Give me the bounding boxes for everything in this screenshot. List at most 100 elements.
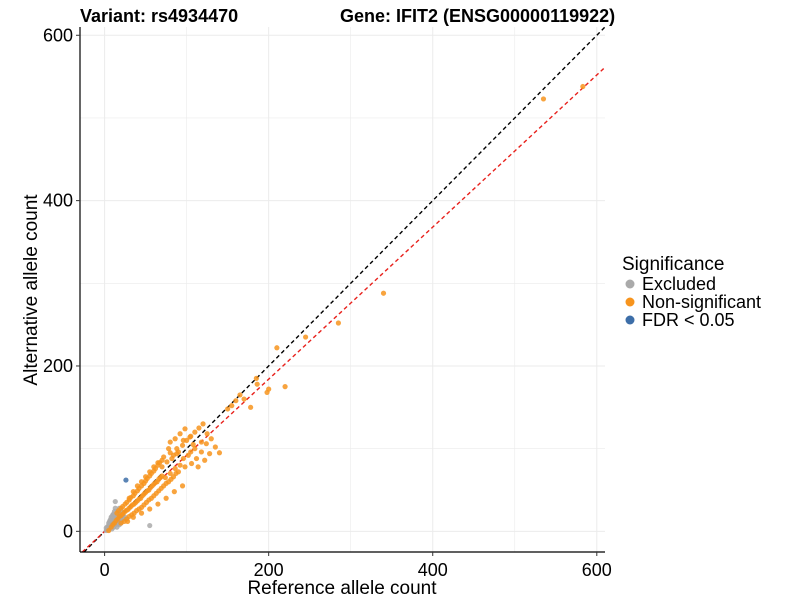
point-non-significant-154 bbox=[380, 290, 387, 296]
point-non-significant-114 bbox=[188, 449, 194, 455]
point-non-significant-80 bbox=[124, 518, 131, 525]
legend-key-excluded bbox=[625, 279, 635, 289]
point-non-significant-125 bbox=[216, 450, 223, 456]
point-excluded-52 bbox=[147, 522, 153, 529]
point-excluded-48 bbox=[106, 518, 113, 525]
point-non-significant-79 bbox=[118, 520, 124, 526]
y-tick-label-0: 0 bbox=[63, 521, 73, 541]
point-non-significant-147 bbox=[253, 375, 259, 381]
point-non-significant-87 bbox=[179, 483, 186, 489]
point-non-significant-88 bbox=[126, 495, 132, 501]
point-non-significant-128 bbox=[177, 431, 183, 437]
point-non-significant-95 bbox=[155, 460, 161, 466]
point-non-significant-123 bbox=[207, 451, 213, 457]
point-non-significant-113 bbox=[162, 474, 168, 481]
point-non-significant-122 bbox=[202, 457, 208, 463]
legend-label-fdr-0-05: FDR < 0.05 bbox=[642, 310, 735, 330]
point-non-significant-107 bbox=[192, 446, 198, 452]
point-non-significant-149 bbox=[266, 386, 272, 392]
point-non-significant-110 bbox=[177, 462, 183, 468]
point-non-significant-91 bbox=[138, 479, 145, 485]
point-non-significant-124 bbox=[212, 444, 218, 450]
point-non-significant-112 bbox=[167, 470, 173, 477]
point-non-significant-93 bbox=[147, 469, 153, 475]
x-tick-label-1: 200 bbox=[254, 560, 284, 580]
point-excluded-51 bbox=[112, 498, 118, 505]
tick-labels: 0 200 400 600 0 200 400 600 bbox=[43, 25, 612, 580]
point-non-significant-104 bbox=[200, 421, 206, 427]
point-non-significant-152 bbox=[302, 334, 309, 340]
y-tick-label-1: 200 bbox=[43, 356, 73, 376]
point-non-significant-111 bbox=[172, 465, 178, 472]
point-non-significant-121 bbox=[195, 464, 201, 470]
point-non-significant-81 bbox=[130, 514, 136, 520]
axes bbox=[79, 27, 605, 553]
point-non-significant-109 bbox=[180, 455, 186, 462]
point-non-significant-103 bbox=[196, 425, 202, 431]
point-non-significant-90 bbox=[134, 483, 141, 489]
legend-label-excluded: Excluded bbox=[642, 274, 716, 294]
point-non-significant-94 bbox=[151, 464, 157, 470]
x-tick-label-2: 400 bbox=[418, 560, 448, 580]
y-tick-label-2: 400 bbox=[43, 191, 73, 211]
point-non-significant-78 bbox=[175, 469, 182, 475]
point-non-significant-131 bbox=[190, 441, 196, 448]
point-non-significant-151 bbox=[282, 384, 288, 390]
point-non-significant-119 bbox=[182, 464, 188, 470]
point-non-significant-153 bbox=[335, 320, 341, 326]
point-non-significant-86 bbox=[171, 489, 177, 495]
legend-title: Significance bbox=[622, 254, 724, 275]
chart-title-variant: Variant: rs4934470 bbox=[80, 6, 238, 26]
reference-line-identity bbox=[83, 26, 606, 553]
point-fdr-0-05-0 bbox=[123, 477, 129, 483]
point-non-significant-136 bbox=[159, 464, 165, 470]
point-non-significant-118 bbox=[208, 436, 214, 442]
point-non-significant-132 bbox=[165, 446, 172, 452]
point-non-significant-117 bbox=[203, 441, 209, 447]
point-non-significant-120 bbox=[188, 460, 195, 467]
legend-key-non-significant bbox=[625, 297, 635, 307]
point-non-significant-85 bbox=[163, 495, 169, 501]
point-non-significant-137 bbox=[164, 459, 170, 465]
point-non-significant-155 bbox=[540, 96, 547, 102]
point-non-significant-146 bbox=[254, 381, 260, 387]
x-tick-label-0: 0 bbox=[100, 560, 110, 580]
point-non-significant-129 bbox=[182, 426, 188, 432]
point-non-significant-130 bbox=[187, 434, 193, 440]
point-non-significant-138 bbox=[169, 455, 175, 462]
point-non-significant-127 bbox=[172, 436, 178, 442]
point-non-significant-82 bbox=[138, 510, 145, 516]
point-non-significant-139 bbox=[174, 451, 180, 457]
point-non-significant-84 bbox=[155, 501, 161, 507]
point-non-significant-143 bbox=[237, 392, 243, 398]
point-non-significant-92 bbox=[143, 474, 149, 480]
point-non-significant-156 bbox=[580, 83, 586, 90]
point-non-significant-99 bbox=[179, 442, 186, 448]
y-axis-title: Alternative allele count bbox=[21, 194, 42, 386]
point-non-significant-135 bbox=[180, 437, 186, 443]
point-non-significant-105 bbox=[204, 431, 210, 437]
point-non-significant-126 bbox=[167, 439, 173, 445]
legend-key-fdr-0-05 bbox=[625, 315, 635, 325]
chart-title-gene: Gene: IFIT2 (ENSG00000119922) bbox=[340, 6, 615, 26]
point-non-significant-142 bbox=[233, 398, 239, 404]
point-non-significant-140 bbox=[225, 406, 231, 412]
point-non-significant-83 bbox=[147, 506, 153, 512]
point-non-significant-102 bbox=[192, 429, 198, 435]
point-non-significant-106 bbox=[198, 439, 205, 445]
x-tick-label-3: 600 bbox=[582, 560, 612, 580]
legend: Significance ExcludedNon-significantFDR … bbox=[622, 254, 761, 330]
x-axis-title: Reference allele count bbox=[247, 578, 437, 599]
point-non-significant-116 bbox=[198, 449, 205, 455]
legend-label-non-significant: Non-significant bbox=[642, 292, 761, 312]
y-tick-label-3: 600 bbox=[43, 25, 73, 45]
point-non-significant-141 bbox=[229, 403, 235, 409]
point-non-significant-150 bbox=[274, 345, 280, 351]
point-non-significant-144 bbox=[241, 396, 247, 402]
point-non-significant-145 bbox=[248, 404, 254, 410]
data-points bbox=[103, 83, 586, 534]
grid-lines bbox=[80, 27, 605, 552]
point-non-significant-96 bbox=[161, 454, 167, 460]
reference-lines bbox=[81, 26, 606, 553]
